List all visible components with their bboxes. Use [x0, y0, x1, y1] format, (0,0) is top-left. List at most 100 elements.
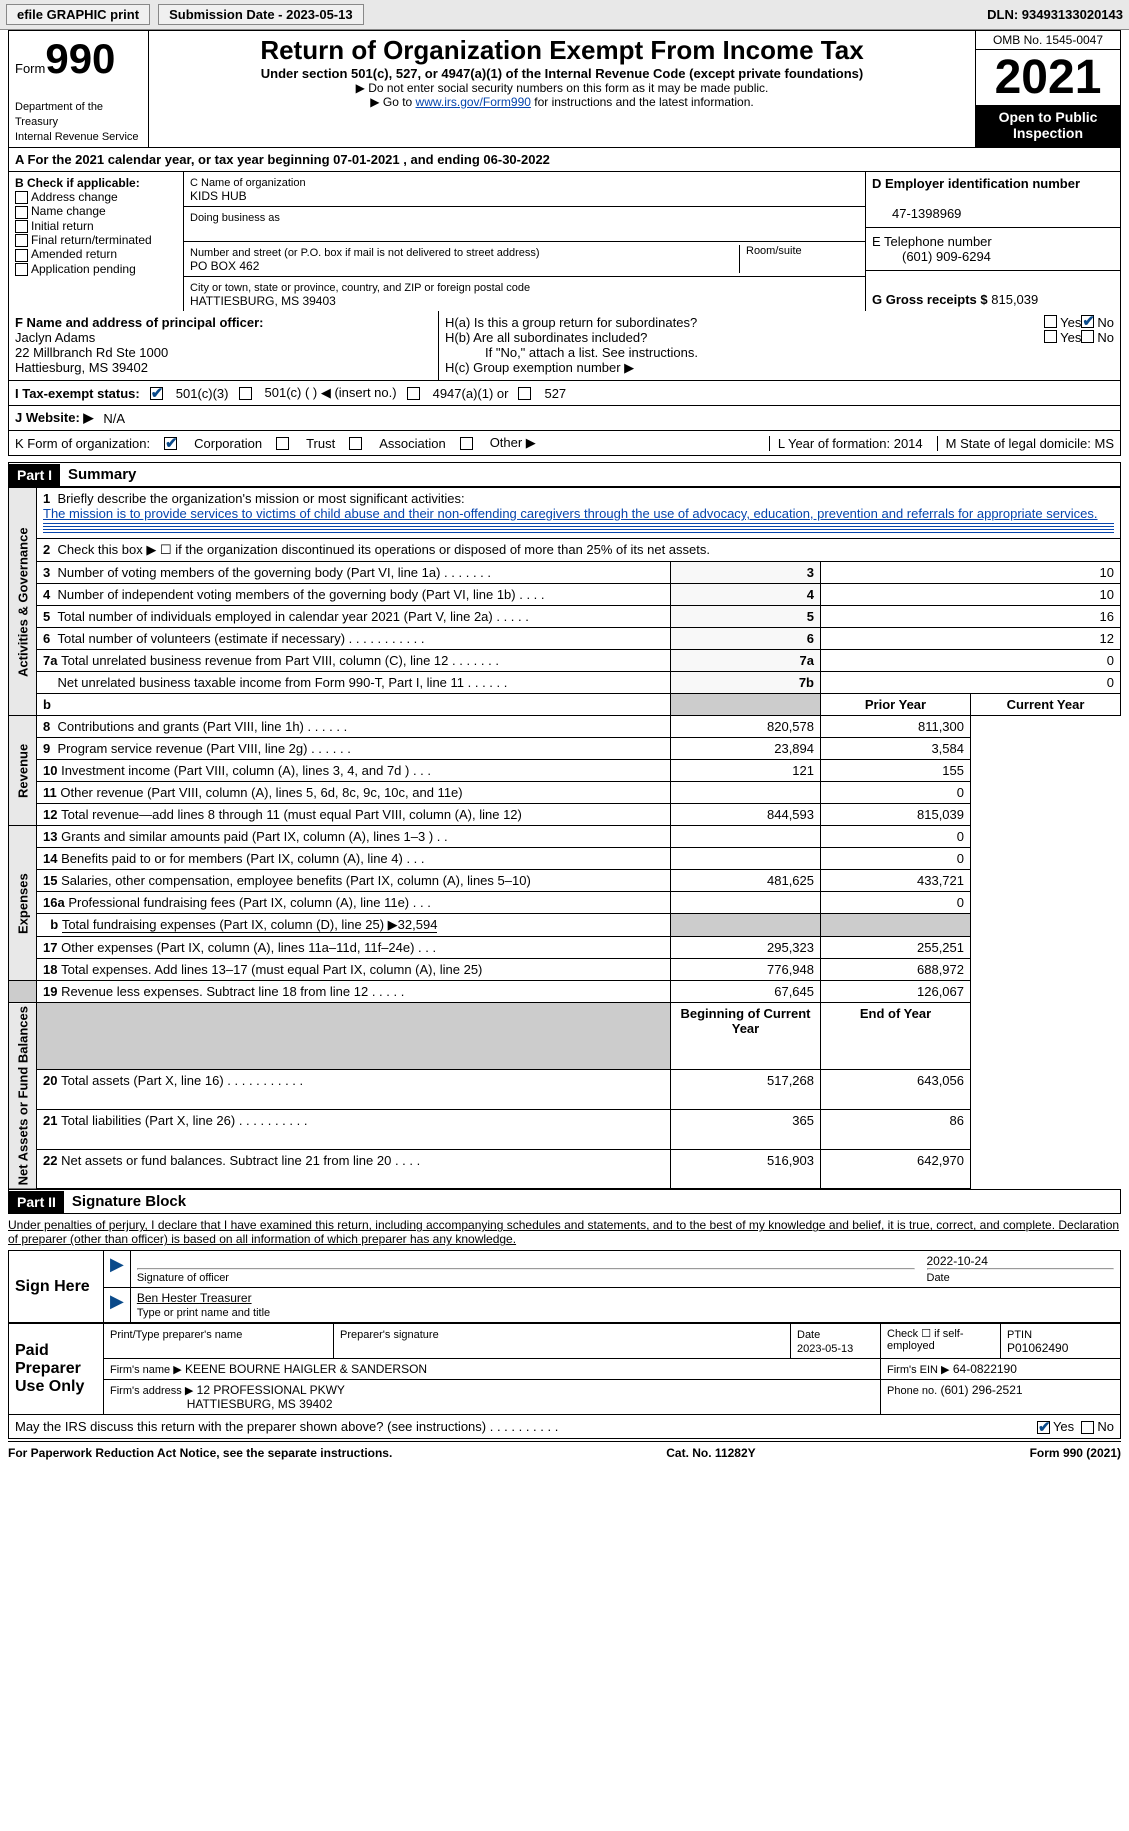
r5v: 16 — [821, 606, 1121, 628]
form-id-cell: Form990 Department of the Treasury Inter… — [9, 31, 149, 148]
l-year: L Year of formation: 2014 — [769, 436, 923, 451]
check-name-change[interactable] — [15, 206, 28, 219]
r9: 9 Program service revenue (Part VIII, li… — [37, 738, 671, 760]
check-ha-no[interactable] — [1081, 315, 1094, 328]
footer-cat: Cat. No. 11282Y — [666, 1446, 755, 1460]
irs-link[interactable]: www.irs.gov/Form990 — [416, 95, 531, 109]
r10: 10 Investment income (Part VIII, column … — [37, 760, 671, 782]
r15t: Salaries, other compensation, employee b… — [61, 873, 531, 888]
check-hb-no[interactable] — [1081, 330, 1094, 343]
check-final[interactable] — [15, 234, 28, 247]
check-ha-yes[interactable] — [1044, 315, 1057, 328]
footer: For Paperwork Reduction Act Notice, see … — [8, 1441, 1121, 1464]
q2-text: Check this box ▶ ☐ if the organization d… — [57, 542, 710, 557]
r16an: 16a — [43, 895, 65, 910]
r7ab: 7a — [671, 650, 821, 672]
row-i-tax-status: I Tax-exempt status: 501(c)(3) 501(c) ( … — [8, 381, 1121, 406]
paid-prep-lbl: Paid Preparer Use Only — [9, 1324, 104, 1415]
r21t: Total liabilities (Part X, line 26) . . … — [61, 1113, 307, 1128]
check-assoc[interactable] — [349, 437, 362, 450]
r3n: 3 — [43, 565, 50, 580]
row-a-calendar: A For the 2021 calendar year, or tax yea… — [8, 148, 1121, 172]
firm-addr1: 12 PROFESSIONAL PKWY — [197, 1383, 345, 1397]
row-7b: Net unrelated business taxable income fr… — [9, 672, 1121, 694]
r5n: 5 — [43, 609, 50, 624]
row-hdr-prior-curr: bPrior YearCurrent Year — [9, 694, 1121, 716]
i-o3: 4947(a)(1) or — [433, 386, 509, 401]
arrow-icon: ▶ — [110, 1254, 124, 1274]
prep-date-val: 2023-05-13 — [797, 1343, 853, 1355]
efile-button[interactable]: efile GRAPHIC print — [6, 4, 150, 25]
boy-hdr: Beginning of Current Year — [681, 1006, 811, 1036]
ptin-val: P01062490 — [1007, 1341, 1068, 1355]
check-discuss-no[interactable] — [1081, 1421, 1094, 1434]
city-val: HATTIESBURG, MS 39403 — [190, 294, 336, 308]
r3t: Number of voting members of the governin… — [57, 565, 491, 580]
r4b: 4 — [671, 584, 821, 606]
check-self: Check ☐ if self-employed — [881, 1324, 1001, 1359]
r19p: 67,645 — [671, 981, 821, 1003]
check-4947[interactable] — [407, 387, 420, 400]
r11n: 11 — [43, 785, 57, 800]
r20c: 643,056 — [821, 1069, 971, 1109]
row-3: 3 Number of voting members of the govern… — [9, 562, 1121, 584]
r9p: 23,894 — [671, 738, 821, 760]
ein-lbl: D Employer identification number — [872, 176, 1080, 191]
r13p — [671, 826, 821, 848]
r16bp — [671, 914, 821, 937]
section-b-c-d: B Check if applicable: Address change Na… — [8, 172, 1121, 311]
r8: 8 Contributions and grants (Part VIII, l… — [37, 716, 671, 738]
q1-text: Briefly describe the organization's miss… — [57, 491, 464, 506]
r7bt: Net unrelated business taxable income fr… — [57, 675, 507, 690]
r18n: 18 — [43, 962, 57, 977]
r5t: Total number of individuals employed in … — [57, 609, 528, 624]
check-amended[interactable] — [15, 249, 28, 262]
r17t: Other expenses (Part IX, column (A), lin… — [61, 940, 436, 955]
check-initial[interactable] — [15, 220, 28, 233]
r13n: 13 — [43, 829, 57, 844]
check-addr-change[interactable] — [15, 191, 28, 204]
r12t: Total revenue—add lines 8 through 11 (mu… — [61, 807, 522, 822]
r10t: Investment income (Part VIII, column (A)… — [61, 763, 431, 778]
r4v: 10 — [821, 584, 1121, 606]
r21n: 21 — [43, 1113, 57, 1128]
r8n: 8 — [43, 719, 50, 734]
r3v: 10 — [821, 562, 1121, 584]
submission-button[interactable]: Submission Date - 2023-05-13 — [158, 4, 364, 25]
mission-text: The mission is to provide services to vi… — [43, 506, 1098, 521]
tel-lbl: E Telephone number — [872, 234, 992, 249]
r12n: 12 — [43, 807, 57, 822]
curr-hdr: Current Year — [1007, 697, 1085, 712]
r5b: 5 — [671, 606, 821, 628]
check-other[interactable] — [460, 437, 473, 450]
note2-post: for instructions and the latest informat… — [531, 95, 754, 109]
r16b: b Total fundraising expenses (Part IX, c… — [37, 914, 671, 937]
room-lbl: Room/suite — [746, 245, 802, 257]
check-501c[interactable] — [239, 387, 252, 400]
check-527[interactable] — [518, 387, 531, 400]
r15c: 433,721 — [821, 870, 971, 892]
boy-eoy-row — [37, 1003, 671, 1070]
i-lbl: I Tax-exempt status: — [15, 386, 140, 401]
type-name-lbl: Type or print name and title — [137, 1307, 270, 1319]
r11c: 0 — [821, 782, 971, 804]
r16a: 16a Professional fundraising fees (Part … — [37, 892, 671, 914]
r21c: 86 — [821, 1109, 971, 1149]
row-k-l-m: K Form of organization: Corporation Trus… — [8, 431, 1121, 456]
check-trust[interactable] — [276, 437, 289, 450]
chk-lbl-4: Amended return — [31, 247, 117, 261]
check-app-pending[interactable] — [15, 263, 28, 276]
r22: 22 Net assets or fund balances. Subtract… — [37, 1149, 671, 1189]
row-7a: 7a Total unrelated business revenue from… — [9, 650, 1121, 672]
check-501c3[interactable] — [150, 387, 163, 400]
form-990: Form990 Department of the Treasury Inter… — [0, 30, 1129, 1472]
check-hb-yes[interactable] — [1044, 330, 1057, 343]
firm-name-val: KEENE BOURNE HAIGLER & SANDERSON — [185, 1362, 427, 1376]
check-discuss-yes[interactable] — [1037, 1421, 1050, 1434]
check-corp[interactable] — [164, 437, 177, 450]
sig-name-val: Ben Hester Treasurer — [137, 1291, 252, 1305]
r8c: 811,300 — [821, 716, 971, 738]
r6b: 6 — [671, 628, 821, 650]
form-number: 990 — [45, 35, 115, 82]
form-note1: ▶ Do not enter social security numbers o… — [155, 81, 969, 95]
